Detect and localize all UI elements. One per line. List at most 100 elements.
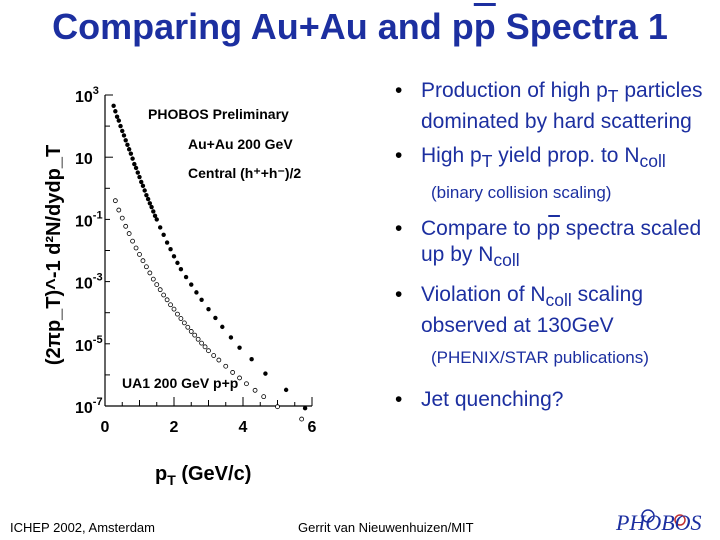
auau-point: [149, 204, 154, 210]
y-tick-label: 10: [75, 151, 93, 168]
auau-point: [189, 282, 194, 287]
auau-point: [133, 165, 139, 171]
auau-point: [228, 335, 234, 340]
auau-point: [302, 405, 308, 411]
bullet-4: • Violation of Ncoll scaling observed at …: [395, 282, 643, 337]
pp-point: [223, 363, 229, 369]
x-axis-label: pT (GeV/c): [155, 463, 251, 488]
pp-point: [143, 264, 149, 270]
pp-point: [175, 311, 180, 317]
pp-point: [199, 340, 205, 346]
annotation-ua1: UA1 200 GeV p+p: [122, 375, 238, 391]
auau-point: [139, 179, 144, 185]
pp-point: [164, 297, 170, 303]
pp-point: [216, 357, 222, 363]
pp-point: [211, 353, 217, 358]
bullet-3: • Compare to pp spectra scaled up by Ncol…: [395, 217, 702, 271]
auau-point: [283, 387, 289, 393]
x-tick-label: 6: [308, 419, 317, 436]
pp-point: [123, 223, 129, 229]
annotation-auau: Au+Au 200 GeV: [188, 136, 293, 152]
bullet-5: • Jet quenching?: [395, 387, 564, 411]
bullet-1: • Production of high pT particles dominat…: [395, 79, 703, 134]
chart-axes: [104, 94, 313, 407]
auau-point: [135, 170, 140, 175]
auau-point: [147, 201, 153, 206]
auau-point: [151, 209, 156, 214]
phobos-logo: PHOBOS: [615, 509, 702, 535]
pp-point: [119, 215, 125, 221]
x-tick-label: 0: [101, 419, 110, 436]
pp-point: [147, 270, 153, 276]
auau-point: [213, 315, 218, 321]
footer-author: Gerrit van Nieuwenhuizen/MIT: [298, 520, 474, 535]
annotation-phobos: PHOBOS Preliminary: [148, 106, 289, 122]
pp-point: [244, 381, 249, 387]
pp-point: [161, 292, 167, 298]
auau-point: [164, 240, 170, 245]
pp-point: [137, 251, 142, 257]
auau-point: [183, 274, 189, 280]
x-tick-labels: 0 2 4 6: [101, 419, 317, 436]
y-tick-labels: 103 10 10-1 10-3 10-5 10-7: [75, 85, 103, 417]
pp-point: [130, 238, 136, 244]
auau-point: [152, 213, 158, 219]
x-tick-label: 2: [170, 419, 179, 436]
auau-point: [130, 156, 135, 161]
title-pbar: p: [473, 6, 496, 47]
pp-point: [181, 320, 187, 326]
pp-point: [150, 276, 156, 282]
pp-point: [126, 231, 132, 236]
auau-point: [220, 324, 225, 330]
auau-point: [237, 345, 242, 350]
note-binary: (binary collision scaling): [431, 183, 612, 203]
pp-point: [168, 302, 173, 308]
pp-point: [188, 329, 194, 334]
pp-point: [230, 370, 236, 375]
pp-point: [116, 207, 122, 213]
note-phenix: (PHENIX/STAR publications): [431, 347, 649, 367]
pp-point: [171, 306, 177, 312]
auau-point: [113, 109, 118, 114]
pp-point: [206, 348, 211, 354]
pp-point: [178, 316, 184, 321]
spectra-chart: 103 10 10-1 10-3 10-5 10-7 0 2 4 6 PHOBOS Prelim…: [43, 85, 317, 488]
auau-point: [116, 118, 122, 123]
auau-point: [168, 247, 173, 252]
auau-point: [125, 142, 130, 148]
auau-point: [118, 123, 123, 129]
auau-point: [114, 114, 120, 119]
x-tick-label: 4: [239, 419, 248, 436]
auau-point: [206, 306, 211, 312]
y-tick-label: 10-1: [75, 209, 103, 230]
auau-point: [158, 225, 163, 230]
pp-point: [275, 404, 280, 410]
auau-point: [194, 290, 199, 295]
data-points: [111, 103, 308, 422]
pp-point: [140, 258, 146, 264]
pp-point: [252, 387, 258, 393]
bullet-2: • High pT yield prop. to Ncoll: [395, 144, 666, 172]
auau-point: [178, 267, 184, 272]
auau-point: [142, 188, 147, 193]
auau-point: [161, 232, 166, 237]
pp-point: [192, 332, 198, 338]
y-tick-label: 10-3: [75, 272, 103, 293]
auau-point: [199, 297, 204, 302]
pp-point: [185, 324, 191, 330]
auau-point: [175, 260, 180, 266]
auau-point: [121, 133, 127, 138]
slide-title: Comparing Au+Au and pp Spectra 1: [52, 6, 668, 47]
bullet-list: • Production of high pT particles dominat…: [395, 78, 715, 413]
auau-point: [137, 174, 142, 180]
pp-point: [261, 394, 267, 400]
y-tick-label: 10-5: [75, 334, 103, 355]
auau-point: [249, 356, 254, 362]
auau-point: [145, 196, 151, 202]
auau-point: [132, 161, 137, 167]
auau-point: [171, 254, 177, 259]
pp-point: [195, 336, 201, 342]
auau-point: [123, 138, 128, 143]
auau-point: [154, 217, 159, 222]
pp-point: [237, 375, 242, 381]
